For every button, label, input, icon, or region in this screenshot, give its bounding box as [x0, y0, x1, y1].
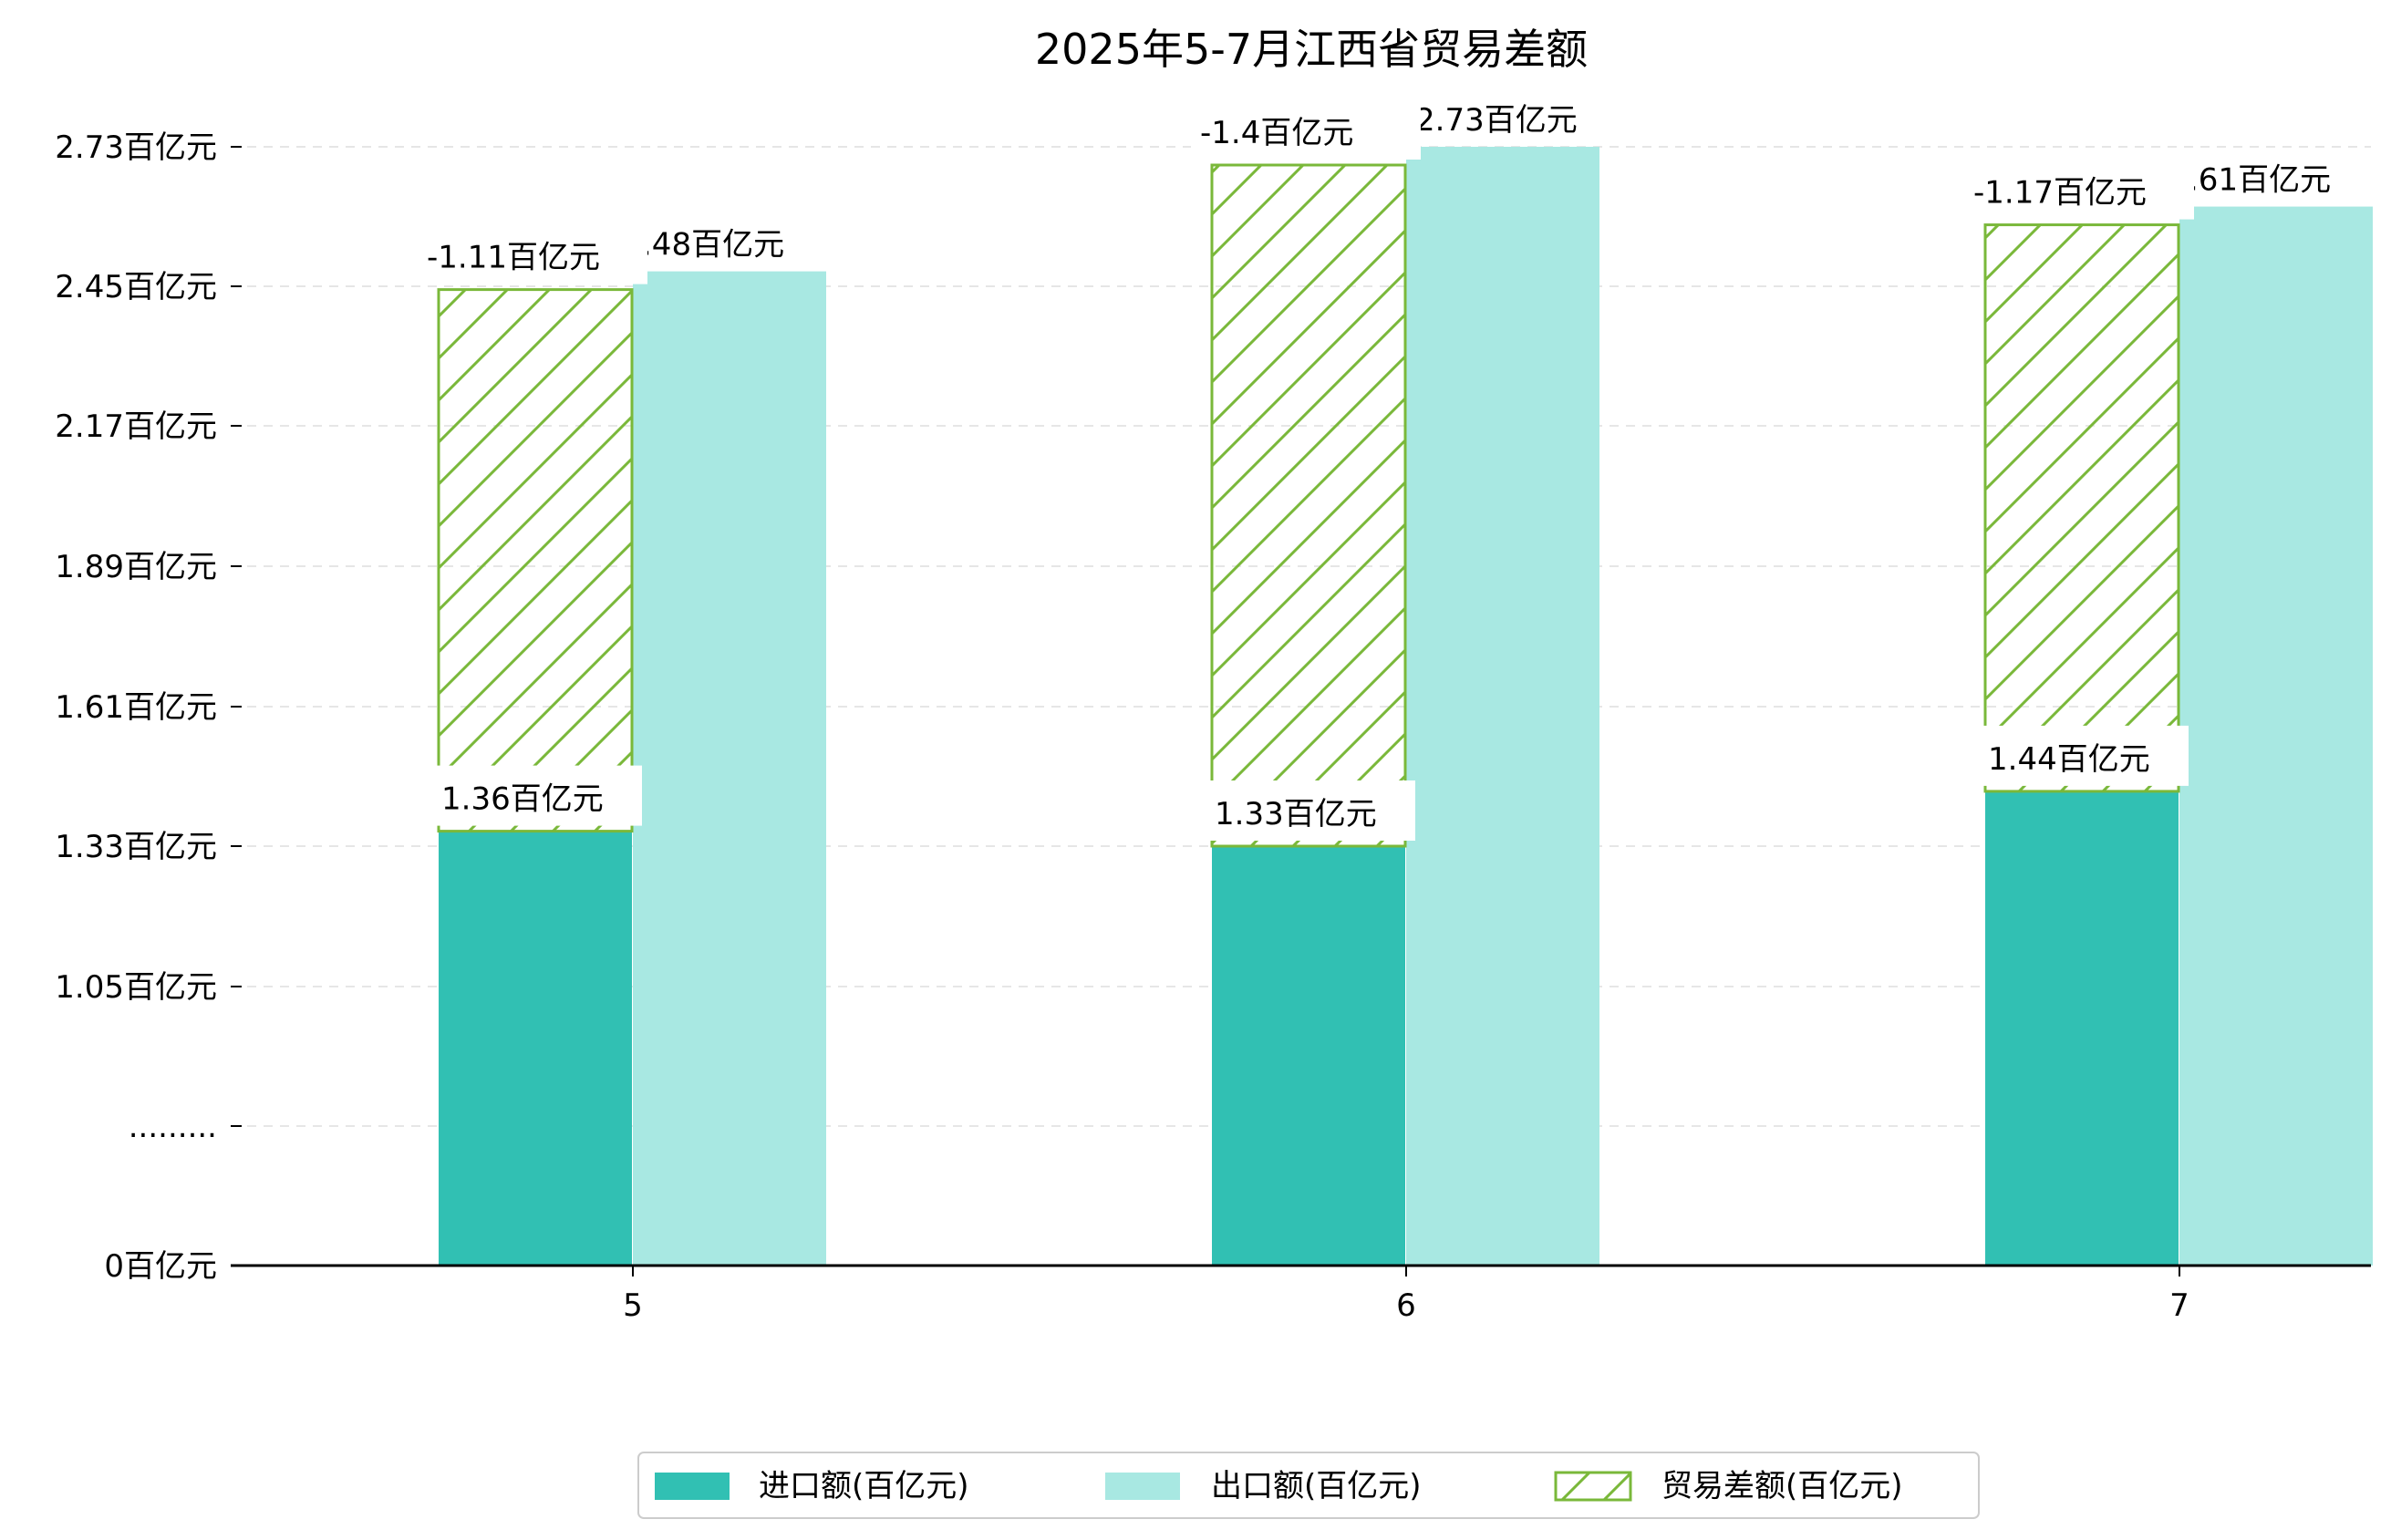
y-tick-label: 2.73百亿元 — [55, 129, 217, 166]
y-tick-label: ......... — [129, 1109, 217, 1145]
bar-export — [633, 271, 826, 1266]
data-labels: .48百亿元 1.36百亿元 -1.11百亿元 2.73百亿元 1.33百亿元 -1.4百… — [418, 99, 2331, 841]
y-tick-label: 1.61百亿元 — [55, 689, 217, 726]
data-label-box — [1964, 159, 2194, 220]
bar-export — [1406, 147, 1599, 1266]
legend: 进口额(百亿元) 出口额(百亿元) 贸易差额(百亿元) — [637, 1452, 1980, 1519]
bar-import — [439, 831, 632, 1266]
data-label-box — [1206, 780, 1415, 841]
bar-balance — [437, 288, 634, 833]
bar-export — [2179, 206, 2373, 1266]
data-label-export: .48百亿元 — [642, 227, 784, 264]
x-tick-label: 6 — [1396, 1287, 1416, 1324]
chart-title: 2025年5-7月江西省贸易差额 — [1035, 25, 1588, 74]
data-label-export: .61百亿元 — [2189, 162, 2331, 199]
bar-balance — [1210, 163, 1407, 848]
data-label-balance: -1.4百亿元 — [1200, 115, 1353, 151]
legend-swatch-import — [655, 1473, 730, 1500]
data-label-import: 1.33百亿元 — [1215, 796, 1377, 832]
data-label-box — [432, 765, 642, 826]
legend-swatch-export — [1105, 1473, 1180, 1500]
y-tick-label: 2.17百亿元 — [55, 408, 217, 445]
y-tick-label: 1.89百亿元 — [55, 549, 217, 585]
legend-label: 贸易差额(百亿元) — [1661, 1468, 1903, 1504]
data-label-export: 2.73百亿元 — [1415, 102, 1578, 139]
y-tick-label: 0百亿元 — [104, 1248, 217, 1285]
y-tick-label: 2.45百亿元 — [55, 269, 217, 305]
y-tick-label: 1.33百亿元 — [55, 829, 217, 865]
legend-swatch-balance — [1554, 1471, 1632, 1502]
legend-label: 进口额(百亿元) — [759, 1468, 969, 1504]
legend-box — [637, 1452, 1980, 1519]
data-label-import: 1.36百亿元 — [441, 781, 604, 818]
y-tick-label: 1.05百亿元 — [55, 969, 217, 1006]
bars — [437, 147, 2373, 1266]
x-tick-label: 5 — [623, 1287, 643, 1324]
x-tick-label: 7 — [2169, 1287, 2189, 1324]
axes: 0百亿元......... 1.05百亿元 1.33百亿元 1.61百亿元 1.89百亿… — [55, 129, 2371, 1324]
data-label-box — [418, 223, 647, 284]
bar-import — [1985, 791, 2179, 1266]
data-label-import: 1.44百亿元 — [1988, 741, 2150, 778]
data-label-balance: -1.17百亿元 — [1973, 175, 2147, 212]
data-label-box — [1979, 725, 2189, 786]
legend-label: 出口额(百亿元) — [1211, 1468, 1422, 1504]
data-label-box — [1191, 99, 1421, 160]
bar-balance — [1983, 223, 2180, 793]
bar-import — [1212, 846, 1405, 1266]
data-label-balance: -1.11百亿元 — [427, 240, 600, 276]
